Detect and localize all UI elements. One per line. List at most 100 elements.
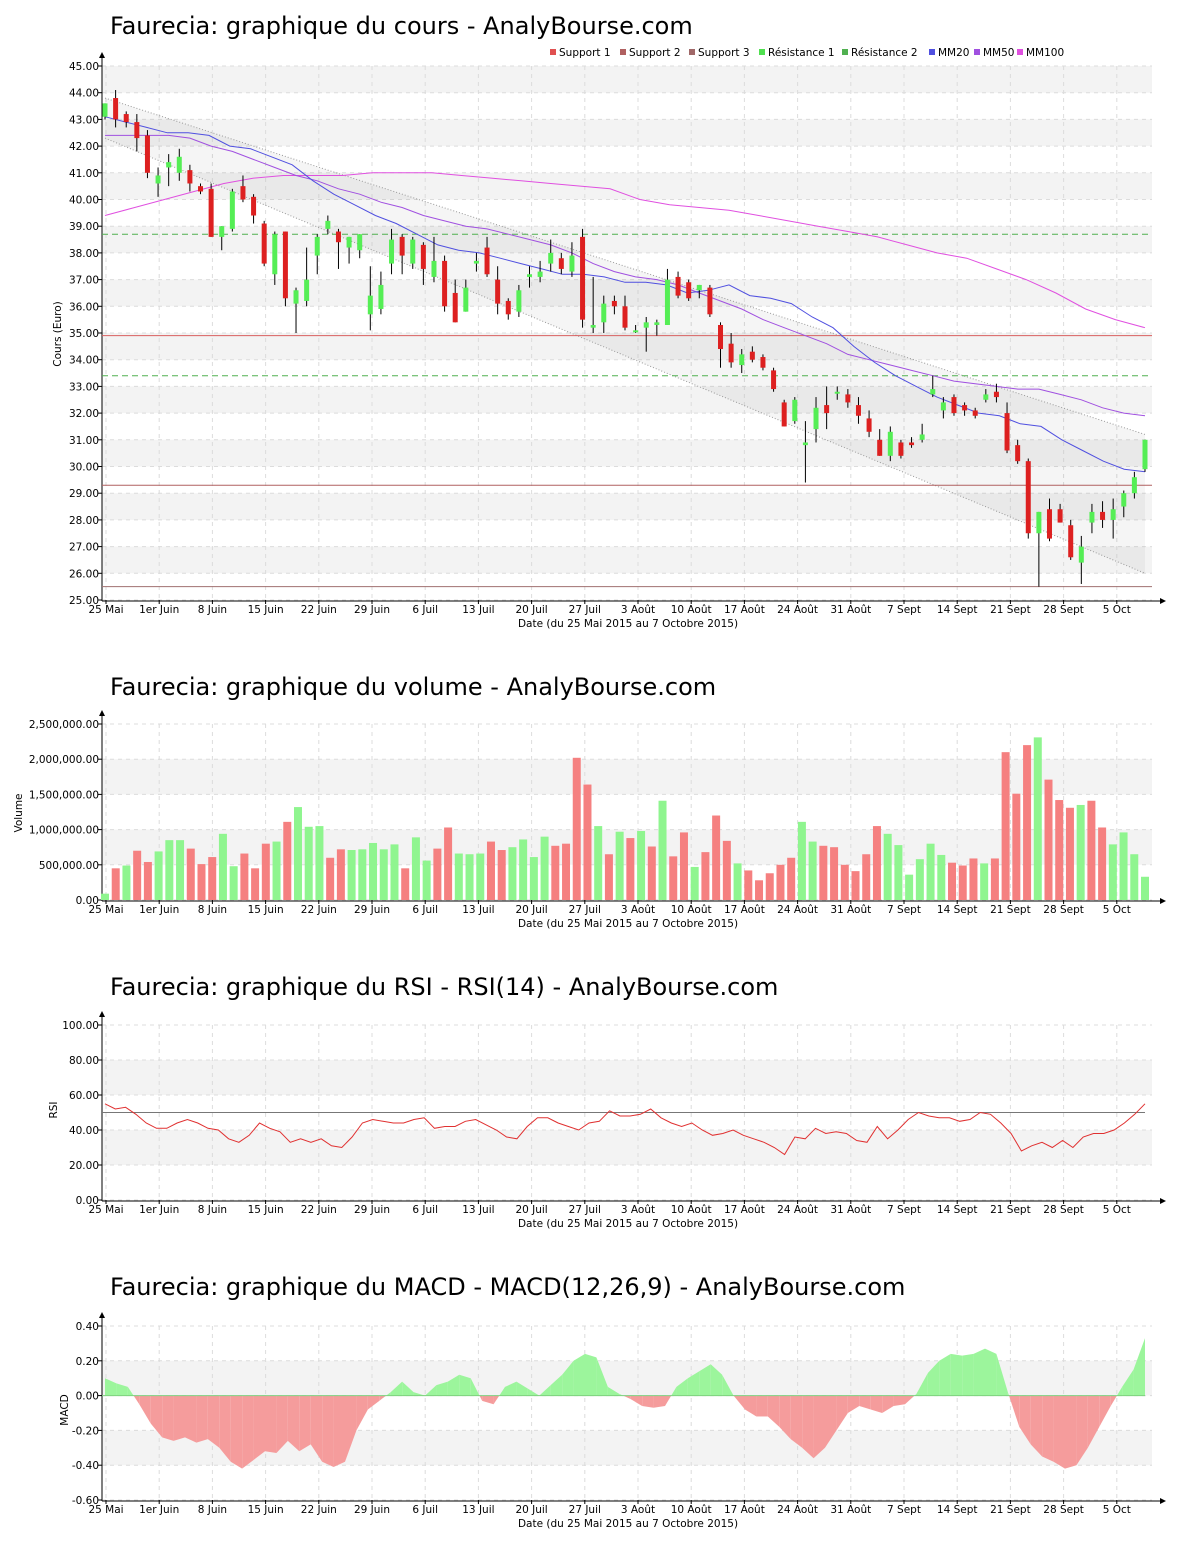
macd-area-segment xyxy=(1122,1369,1134,1396)
volume-bar xyxy=(240,853,249,900)
candle-body xyxy=(824,405,830,414)
rsi-xtick-label: 28 Sept xyxy=(1043,1204,1084,1216)
candle-body xyxy=(1036,511,1042,534)
macd-xtick-label: 21 Sept xyxy=(990,1504,1031,1516)
macd-xtick-label: 10 Août xyxy=(671,1504,712,1516)
macd-xtick-label: 13 Juil xyxy=(462,1504,494,1516)
volume-chart-title: Faurecia: graphique du volume - AnalyBou… xyxy=(110,673,716,701)
macd-area-segment xyxy=(722,1374,734,1396)
candle-body xyxy=(930,389,936,395)
legend-label: MM50 xyxy=(983,47,1014,59)
price-ytick-label: 38.00 xyxy=(69,248,99,260)
candle-body xyxy=(526,274,532,277)
candle-body xyxy=(1025,461,1031,534)
trend-channel-lower xyxy=(104,137,1146,574)
price-y-axis-label: Cours (Euro) xyxy=(52,301,64,367)
macd-area-segment xyxy=(939,1353,951,1396)
macd-xtick-label: 7 Sept xyxy=(887,1504,921,1516)
macd-x-axis-label: Date (du 25 Mai 2015 au 7 Octobre 2015) xyxy=(518,1518,738,1530)
volume-xtick-label: 1er Juin xyxy=(139,904,179,916)
volume-bar xyxy=(980,863,989,900)
volume-chart: Faurecia: graphique du volume - AnalyBou… xyxy=(13,673,1166,930)
volume-bar xyxy=(347,850,356,900)
candle-body xyxy=(771,370,777,390)
price-xtick-label: 25 Mai xyxy=(88,604,123,616)
price-xtick-label: 3 Août xyxy=(621,604,655,616)
volume-bar xyxy=(454,853,463,900)
macd-area-segment xyxy=(1030,1395,1043,1457)
volume-bar xyxy=(787,857,796,900)
rsi-xtick-label: 22 Juin xyxy=(301,1204,337,1216)
candle-body xyxy=(198,186,204,192)
volume-bar xyxy=(390,844,399,900)
price-ytick-label: 41.00 xyxy=(69,168,99,180)
volume-ytick-label: 0.00 xyxy=(76,895,99,907)
volume-bar xyxy=(165,840,174,900)
macd-area-segment xyxy=(390,1381,403,1396)
volume-bar xyxy=(540,836,549,900)
mm100-line xyxy=(104,172,1146,329)
candle-body xyxy=(431,260,437,277)
volume-xtick-label: 25 Mai xyxy=(88,904,123,916)
volume-bar xyxy=(744,870,753,900)
legend-label: MM20 xyxy=(938,47,969,59)
volume-y-axis-label: Volume xyxy=(13,793,25,832)
macd-xtick-label: 22 Juin xyxy=(301,1504,337,1516)
price-ytick-label: 40.00 xyxy=(69,195,99,207)
volume-bar xyxy=(626,838,635,900)
candle-body xyxy=(1078,546,1084,563)
macd-xtick-label: 27 Juil xyxy=(569,1504,601,1516)
candle-body xyxy=(293,290,299,304)
candle-body xyxy=(548,252,554,264)
price-ytick-label: 45.00 xyxy=(69,61,99,73)
macd-xtick-label: 17 Août xyxy=(724,1504,765,1516)
candle-body xyxy=(314,236,320,256)
legend-swatch xyxy=(974,49,980,55)
legend-swatch xyxy=(929,49,935,55)
macd-x-axis-arrow xyxy=(1160,1498,1166,1504)
candle-body xyxy=(378,284,384,309)
rsi-line xyxy=(104,1103,1146,1156)
rsi-xtick-label: 14 Sept xyxy=(937,1204,978,1216)
volume-bar xyxy=(862,854,871,900)
candle-body xyxy=(781,402,787,427)
macd-area-segment xyxy=(173,1395,185,1441)
macd-xtick-label: 8 Juin xyxy=(198,1504,227,1516)
volume-bar xyxy=(497,850,506,900)
price-band xyxy=(102,66,1152,93)
volume-xtick-label: 29 Juin xyxy=(354,904,390,916)
macd-area-segment xyxy=(847,1395,860,1413)
rsi-x-axis-label: Date (du 25 Mai 2015 au 7 Octobre 2015) xyxy=(518,1218,738,1230)
candle-body xyxy=(601,303,607,323)
rsi-xtick-label: 13 Juil xyxy=(462,1204,494,1216)
price-xtick-label: 27 Juil xyxy=(569,604,601,616)
price-ytick-label: 28.00 xyxy=(69,515,99,527)
volume-bar xyxy=(1044,779,1053,900)
macd-area-segment xyxy=(825,1395,837,1448)
volume-bar xyxy=(433,848,442,900)
candle-body xyxy=(664,279,670,325)
volume-bar xyxy=(572,757,581,900)
legend-swatch xyxy=(689,49,695,55)
macd-area-segment xyxy=(493,1395,500,1405)
volume-bar xyxy=(186,848,195,900)
candle-body xyxy=(272,234,278,275)
volume-bar xyxy=(905,874,914,900)
macd-xtick-label: 29 Juin xyxy=(354,1504,390,1516)
price-band xyxy=(102,386,1152,414)
macd-area-segment xyxy=(733,1395,745,1410)
volume-bar xyxy=(765,873,774,900)
macd-ytick-label: 0.00 xyxy=(76,1391,99,1403)
candle-body xyxy=(1068,525,1074,558)
macd-area-segment xyxy=(745,1395,757,1417)
rsi-xtick-label: 29 Juin xyxy=(354,1204,390,1216)
volume-bar xyxy=(465,854,474,900)
legend-swatch xyxy=(550,49,556,55)
trend-channel-upper xyxy=(104,97,1146,435)
volume-bar xyxy=(894,845,903,900)
macd-area-segment xyxy=(630,1395,643,1407)
volume-bar xyxy=(1065,807,1074,900)
price-ytick-label: 44.00 xyxy=(69,88,99,100)
macd-area-segment xyxy=(870,1395,883,1413)
volume-xtick-label: 20 Juil xyxy=(515,904,547,916)
